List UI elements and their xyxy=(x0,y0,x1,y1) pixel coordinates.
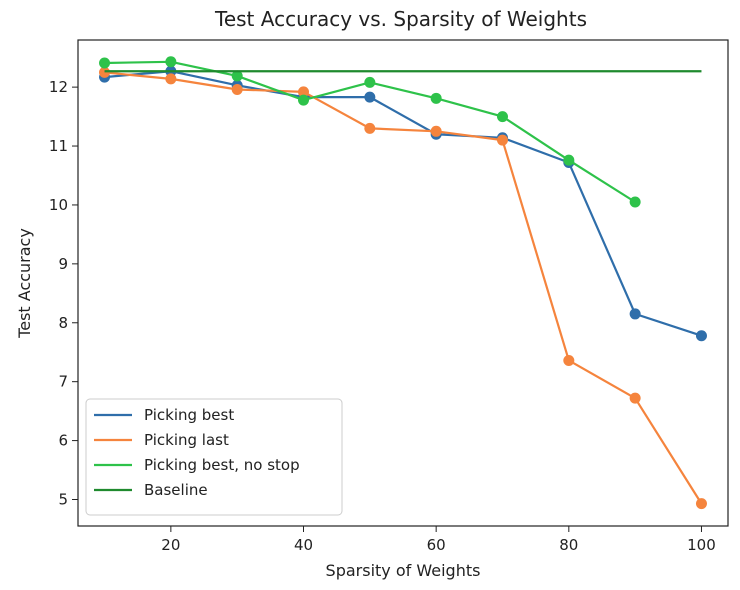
legend-label: Baseline xyxy=(144,481,208,499)
data-point-picking-best-no-stop xyxy=(629,196,641,208)
y-tick-label: 10 xyxy=(49,196,68,214)
legend: Picking best Picking last Picking best, no… xyxy=(85,398,343,516)
data-point-picking-best xyxy=(364,91,376,103)
series-line-picking-best xyxy=(104,70,702,337)
y-tick-label: 5 xyxy=(58,490,68,508)
x-tick-label: 40 xyxy=(294,536,313,554)
data-point-picking-last xyxy=(563,354,575,366)
data-point-picking-last xyxy=(364,122,376,134)
series-line-picking-last xyxy=(104,71,703,505)
data-point-picking-best-no-stop xyxy=(563,154,575,166)
legend-box xyxy=(85,398,343,516)
data-point-picking-last xyxy=(99,66,111,78)
y-tick-label: 6 xyxy=(58,432,68,450)
legend-label: Picking best, no stop xyxy=(144,456,300,474)
data-point-picking-best-no-stop xyxy=(430,92,442,104)
data-point-picking-last xyxy=(430,125,442,137)
y-tick-label: 9 xyxy=(58,255,68,273)
data-point-picking-last xyxy=(695,498,707,510)
y-tick-label: 8 xyxy=(58,314,68,332)
x-axis-label: Sparsity of Weights xyxy=(326,561,481,580)
data-point-picking-last xyxy=(231,83,243,95)
data-point-picking-last xyxy=(298,86,310,98)
data-point-picking-best-no-stop xyxy=(231,70,243,82)
data-point-picking-last xyxy=(165,73,177,85)
x-tick-label: 20 xyxy=(161,536,180,554)
y-tick-label: 12 xyxy=(49,78,68,96)
data-point-picking-last xyxy=(496,134,508,146)
x-axis-ticks: 20 40 60 80 100 xyxy=(161,526,716,554)
y-tick-label: 7 xyxy=(58,373,68,391)
x-tick-label: 100 xyxy=(687,536,716,554)
chart-title: Test Accuracy vs. Sparsity of Weights xyxy=(214,7,587,31)
x-tick-label: 60 xyxy=(427,536,446,554)
data-point-picking-best-no-stop xyxy=(364,76,376,88)
data-point-picking-last xyxy=(629,392,641,404)
y-axis-label: Test Accuracy xyxy=(15,228,34,339)
y-tick-label: 11 xyxy=(49,137,68,155)
data-point-picking-best-no-stop xyxy=(298,94,310,106)
data-point-picking-best xyxy=(629,308,641,320)
x-tick-label: 80 xyxy=(559,536,578,554)
series-layer xyxy=(99,56,707,510)
legend-label: Picking last xyxy=(144,431,229,449)
legend-label: Picking best xyxy=(144,406,234,424)
data-point-picking-best-no-stop xyxy=(496,111,508,123)
data-point-picking-best-no-stop xyxy=(99,57,111,69)
data-point-picking-best-no-stop xyxy=(165,56,177,68)
y-axis-ticks: 5 6 7 8 9 10 11 12 xyxy=(49,78,78,508)
data-point-picking-best xyxy=(695,330,707,342)
